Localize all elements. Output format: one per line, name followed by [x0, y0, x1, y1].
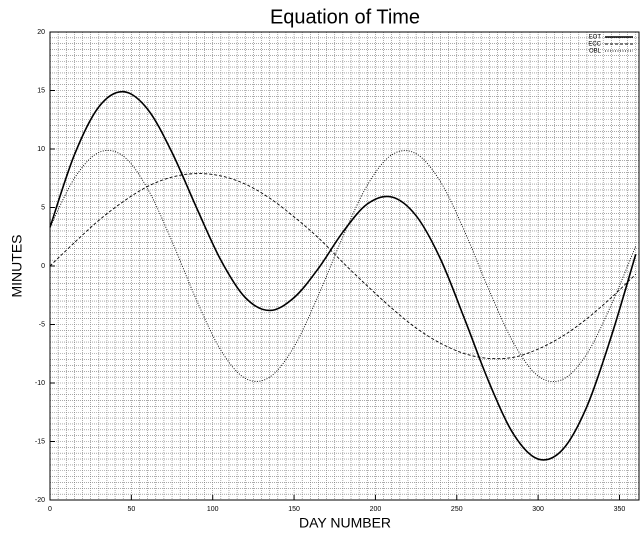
y-tick-label: -10 — [35, 380, 45, 387]
y-axis-label: MINUTES — [9, 235, 25, 298]
legend-label: OBL — [589, 49, 602, 55]
x-tick-label: 250 — [451, 506, 463, 513]
y-tick-label: -20 — [35, 497, 45, 504]
series-line — [49, 90, 637, 461]
y-tick-label: -5 — [39, 321, 45, 328]
x-tick-label: 350 — [614, 506, 626, 513]
x-tick-label: 300 — [532, 506, 544, 513]
legend-label: EOT — [589, 35, 602, 41]
x-tick-label: 100 — [207, 506, 219, 513]
y-tick-label: 10 — [37, 146, 45, 153]
y-tick-label: -15 — [35, 438, 45, 445]
x-tick-label: 200 — [370, 506, 382, 513]
y-tick-label: 20 — [37, 29, 45, 36]
legend-label: ECC — [588, 42, 601, 48]
x-tick-label: 50 — [127, 506, 135, 513]
y-tick-label: 5 — [41, 204, 45, 211]
y-tick-label: 15 — [37, 87, 45, 94]
y-tick-label: 0 — [41, 263, 45, 270]
series-line — [49, 149, 637, 383]
x-tick-label: 150 — [288, 506, 300, 513]
x-tick-label: 0 — [48, 506, 52, 513]
chart-title: Equation of Time — [270, 6, 420, 28]
series-line — [49, 173, 637, 360]
x-axis-label: DAY NUMBER — [299, 515, 391, 531]
